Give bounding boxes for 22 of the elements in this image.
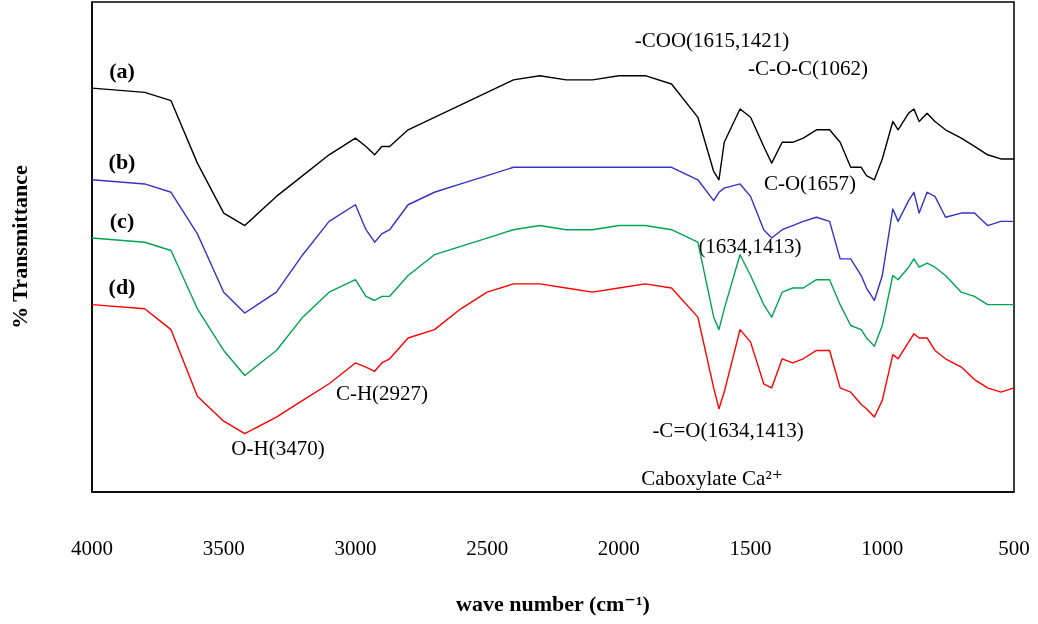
- x-tick-label: 2000: [597, 535, 640, 560]
- annotation: C-H(2927): [335, 381, 429, 405]
- x-tick-label: 500: [998, 535, 1030, 560]
- x-axis-title: wave number (cm⁻¹): [456, 590, 650, 616]
- series-label: (b): [108, 149, 136, 175]
- x-tick-label: 3000: [334, 535, 377, 560]
- text: -COO(1615,1421): [634, 28, 790, 52]
- annotation: O-H(3470): [231, 436, 325, 460]
- annotation: -C=O(1634,1413): [652, 418, 804, 442]
- x-tick-label: 1500: [729, 535, 772, 560]
- annotation: C-O(1657): [763, 171, 857, 195]
- x-tick-label: 2500: [466, 535, 509, 560]
- annotation: -C-O-C(1062): [747, 56, 869, 80]
- series-label: (a): [109, 57, 135, 83]
- annotation: Caboxylate Ca²⁺: [641, 466, 783, 490]
- series-label: (d): [108, 274, 136, 300]
- x-tick-label: 1000: [861, 535, 904, 560]
- x-tick-label: 4000: [71, 535, 113, 560]
- y-axis-title: % Transmittance: [6, 164, 32, 329]
- series-label: (c): [109, 207, 135, 233]
- x-tick-label: 3500: [202, 535, 245, 560]
- annotation: (1634,1413): [698, 234, 802, 258]
